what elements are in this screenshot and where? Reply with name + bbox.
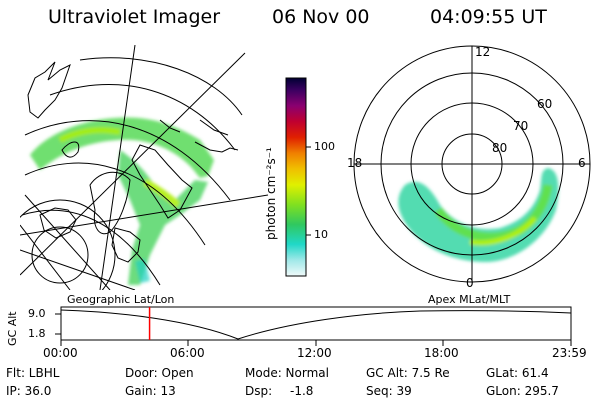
graticule [20,45,269,290]
colorbar-label: photon cm⁻²s⁻¹ [264,147,278,240]
time-tick-3: 18:00 [424,346,459,360]
dsp-label: Dsp: [245,384,273,398]
aurora-emission-geographic [30,117,214,285]
time-tick-4: 23:59 [552,346,587,360]
lat-label-70: 70 [513,119,529,133]
mlt-label-12: 12 [475,45,491,59]
time-tick-2: 12:00 [297,346,332,360]
geographic-map-panel [20,45,269,290]
app-title: Ultraviolet Imager [48,6,221,28]
colorbar-tick-10: 10 [314,228,328,241]
ip-info: IP: 36.0 [6,384,52,398]
door-info: Door: Open [125,366,194,380]
colorbar-tick-100: 100 [314,140,335,153]
altitude-tick-low: 1.8 [28,327,46,340]
altitude-curve [60,309,572,340]
gc-alt-info: GC Alt: 7.5 Re [366,366,450,380]
glon-info: GLon: 295.7 [486,384,559,398]
glat-info: GLat: 61.4 [486,366,549,380]
time-label: 04:09:55 UT [430,6,547,28]
coastlines [27,61,239,263]
time-tick-0: 00:00 [43,346,78,360]
altitude-tick-high: 9.0 [28,307,46,320]
date-label: 06 Nov 00 [272,6,370,28]
seq-info: Seq: 39 [366,384,412,398]
geographic-panel-label: Geographic Lat/Lon [67,293,175,306]
altitude-axis-label: GC Alt [6,311,19,346]
colorbar [285,77,311,277]
altitude-plot [55,306,572,346]
mlt-label-6: 6 [578,156,586,170]
polar-plot [353,45,591,283]
lat-label-60: 60 [537,97,553,111]
mlt-label-0: 0 [466,276,474,290]
aurora-emission-polar [398,168,559,262]
mlt-label-18: 18 [347,156,363,170]
gain-info: Gain: 13 [125,384,176,398]
filter-info: Flt: LBHL [6,366,60,380]
dsp-value: -1.8 [290,384,314,398]
apex-panel-label: Apex MLat/MLT [428,293,511,306]
mode-info: Mode: Normal [245,366,329,380]
time-tick-1: 06:00 [170,346,205,360]
lat-label-80: 80 [492,141,508,155]
